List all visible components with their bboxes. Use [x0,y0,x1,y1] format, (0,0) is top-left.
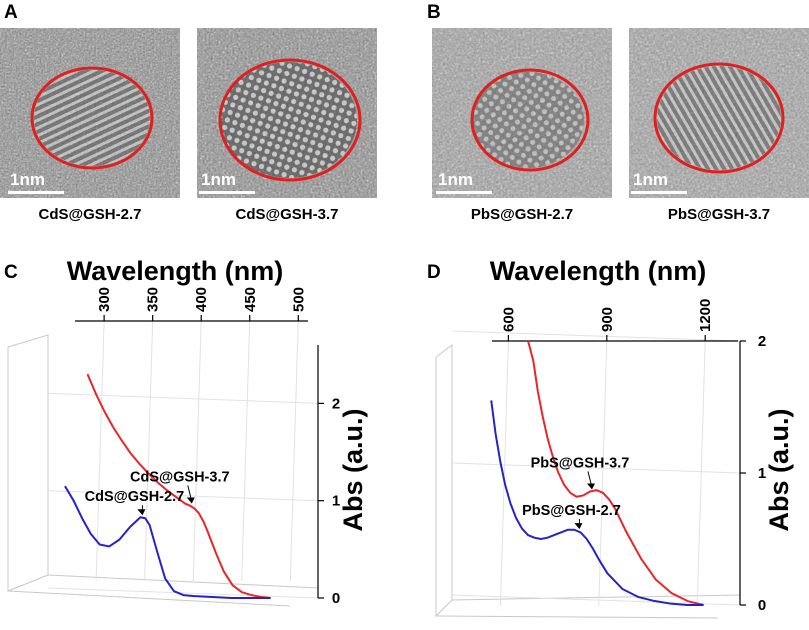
gridline-x [696,340,706,607]
gridline-y [451,594,741,606]
y-axis-title: Abs (a.u.) [764,408,794,531]
particle-outline [30,66,154,170]
chart-floor-back [47,574,319,589]
gridline-x [499,340,509,607]
chart-floor-edge [7,590,291,607]
panel-label-d: D [427,262,441,283]
x-tick-label: 400 [193,287,210,312]
annotation-arrow-head [574,523,583,530]
annotation-label: PbS@GSH-3.7 [531,455,630,471]
caption-cds-3-7: CdS@GSH-3.7 [235,206,339,223]
tem-image-pbs-3-7: 1nm [629,28,809,198]
panel-label-b: B [427,2,441,23]
x-tick-label: 450 [242,287,259,312]
x-tick-label: 300 [96,287,113,312]
gridline-y [47,587,319,599]
scale-bar-label: 1nm [438,170,473,189]
gridline-x [289,320,299,582]
gridline-y [451,330,741,342]
panel-label-a: A [4,2,18,23]
annotation-arrow-head [186,497,195,504]
tem-image-pbs-2-7: 1nm [432,28,612,198]
caption-cds-2-7: CdS@GSH-2.7 [38,206,142,223]
particle-outline [470,68,590,172]
chart-side-wall [7,334,49,592]
tem-micrograph: 1nm [432,28,612,198]
gridline-y [451,462,741,474]
panel-label-c: C [4,262,18,283]
tem-micrograph: 1nm [629,28,809,198]
series-line-cds-gsh-3-7 [86,373,271,599]
annotation-arrow-head [586,483,595,490]
scale-bar-label: 1nm [201,170,236,189]
gridline-y [47,392,319,404]
x-tick-label: 1200 [697,299,714,332]
caption-pbs-2-7: PbS@GSH-2.7 [470,206,574,223]
chart-d: 600 900 1200 Wavelength (nm) 0 1 2 Abs (a.u.) Pb… [435,256,794,619]
series-line-cds-gsh-2-7 [64,485,271,599]
x-axis-title: Wavelength (nm) [490,256,707,286]
tem-micrograph: 1nm [197,28,377,198]
gridline-y [47,490,319,502]
y-tick-label: 1 [758,465,766,482]
tem-image-cds-3-7: 1nm [197,28,377,198]
chart-floor-back [451,594,741,601]
chart-floor-edge [435,615,719,619]
gridline-x [95,320,105,582]
x-axis-title: Wavelength (nm) [67,256,284,286]
particle-outline [218,58,362,182]
y-tick-label: 2 [332,395,340,412]
annotation-label: PbS@GSH-2.7 [522,503,621,519]
x-tick-label: 900 [599,307,616,332]
series-line-pbs-gsh-2-7 [490,400,704,606]
annotation-arrow-line [587,471,593,488]
annotation-label: CdS@GSH-2.7 [85,489,185,505]
x-tick-label: 350 [145,287,162,312]
gridline-x [598,340,608,607]
scale-bar-label: 1nm [10,170,45,189]
particle-outline [653,62,785,174]
scale-bar-label: 1nm [633,170,668,189]
y-axis-title: Abs (a.u.) [338,408,368,531]
y-tick-label: 2 [758,333,766,350]
y-tick-label: 0 [758,597,766,614]
gridline-x [144,320,154,582]
tem-micrograph: 1nm [0,28,180,198]
gridline-x [241,320,251,582]
series-line-pbs-gsh-3-7 [527,340,704,606]
annotation-arrow-line [187,485,193,502]
annotation-label: CdS@GSH-3.7 [130,470,230,486]
y-tick-label: 0 [332,590,340,607]
x-tick-label: 500 [290,287,307,312]
annotation-arrow-head [137,509,146,516]
tem-image-cds-2-7: 1nm [0,28,180,198]
y-tick-label: 1 [332,493,340,510]
chart-side-wall [435,344,453,618]
x-tick-label: 600 [500,307,517,332]
caption-pbs-3-7: PbS@GSH-3.7 [667,206,771,223]
gridline-x [192,320,202,582]
